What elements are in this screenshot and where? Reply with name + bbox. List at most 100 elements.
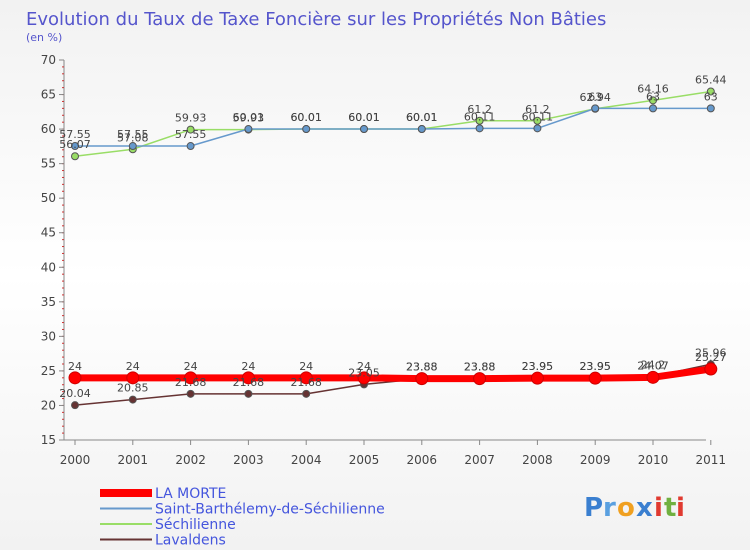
data-point	[646, 370, 660, 384]
chart-title: Evolution du Taux de Taxe Foncière sur l…	[26, 9, 606, 30]
logo-letter: i	[676, 493, 685, 523]
x-tick-label: 2007	[464, 453, 495, 467]
data-label: 23.88	[464, 361, 496, 374]
y-tick-label: 35	[41, 295, 56, 309]
data-point	[186, 389, 195, 398]
data-point	[360, 125, 368, 134]
data-label: 59.93	[175, 112, 207, 125]
data-label: 20.04	[59, 387, 91, 400]
legend-label: LA MORTE	[155, 486, 226, 502]
data-label: 60.01	[233, 111, 265, 124]
x-tick-label: 2010	[638, 453, 669, 467]
data-point	[533, 124, 542, 133]
data-point	[357, 371, 371, 385]
data-label: 21.68	[290, 376, 322, 389]
data-point	[649, 96, 657, 105]
data-point	[71, 401, 79, 410]
data-label: 60.01	[406, 111, 438, 124]
data-label: 24	[126, 360, 140, 373]
data-label: 57.55	[117, 128, 149, 141]
data-point	[706, 87, 715, 96]
x-tick-label: 2009	[580, 453, 611, 467]
data-point	[126, 371, 140, 385]
data-label: 56.07	[59, 138, 91, 151]
series-line-0	[75, 365, 712, 383]
data-label: 61.2	[467, 103, 492, 116]
data-label: 21.68	[175, 376, 207, 389]
data-labels: 24 24 24 24 24 24 23.88 23.88 23.95 23.95 24.07 25.…	[59, 74, 726, 401]
y-axis-label: (en %)	[26, 31, 62, 44]
data-label: 23.88	[406, 361, 438, 374]
data-label: 62.94	[579, 91, 611, 104]
data-label: 24	[357, 360, 371, 373]
logo-letter: r	[603, 493, 616, 523]
data-label: 57.08	[117, 131, 149, 144]
data-label: 21.68	[233, 376, 265, 389]
data-label: 23.95	[522, 360, 554, 373]
series-layer	[68, 87, 718, 410]
data-point	[128, 395, 137, 404]
x-tick-label: 2000	[60, 453, 91, 467]
y-tick-label: 25	[41, 364, 56, 378]
data-point	[299, 371, 313, 385]
x-tick-label: 2003	[233, 453, 264, 467]
data-label: 23.95	[522, 360, 554, 373]
proxiti-logo: P r o x i t i	[584, 493, 685, 523]
data-label: 60.01	[348, 111, 380, 124]
logo-letter: i	[654, 493, 663, 523]
data-point	[128, 142, 137, 151]
data-label: 23.05	[348, 366, 380, 379]
y-tick-label: 30	[41, 329, 56, 343]
data-point	[588, 371, 602, 385]
logo-letter: P	[584, 493, 603, 523]
data-point	[415, 372, 429, 386]
data-point	[706, 104, 715, 113]
data-label: 61.2	[525, 103, 550, 116]
legend-label: Lavaldens	[155, 533, 226, 549]
data-point	[530, 371, 544, 385]
data-point	[473, 372, 487, 386]
data-label: 23.95	[579, 360, 611, 373]
data-label: 60.01	[290, 111, 322, 124]
data-label: 23.88	[406, 361, 438, 374]
data-label: 24	[241, 360, 255, 373]
data-point	[186, 142, 195, 151]
data-label: 24	[299, 360, 313, 373]
data-point	[591, 104, 600, 113]
data-point	[184, 371, 198, 385]
data-label: 60.01	[348, 111, 380, 124]
data-point	[244, 125, 253, 134]
data-point	[475, 116, 484, 125]
y-tick-label: 65	[41, 88, 56, 102]
y-tick-label: 15	[41, 433, 56, 447]
x-tick-label: 2011	[696, 453, 727, 467]
y-tick-label: 45	[41, 226, 56, 240]
series-line-1	[75, 107, 711, 147]
data-point	[68, 371, 82, 385]
data-point	[244, 389, 253, 398]
y-tick-label: 70	[41, 53, 56, 67]
data-label: 23.88	[464, 361, 496, 374]
data-point	[417, 125, 426, 134]
data-label: 24.2	[641, 358, 666, 371]
data-point	[302, 389, 311, 398]
data-point	[241, 371, 255, 385]
x-tick-label: 2005	[349, 453, 380, 467]
logo-letter: o	[617, 493, 635, 523]
data-point	[475, 124, 484, 133]
legend-label: Séchilienne	[155, 517, 236, 533]
data-label: 23.95	[579, 360, 611, 373]
legend-label: Saint-Barthélemy-de-Séchilienne	[155, 502, 385, 518]
data-label: 57.55	[59, 128, 91, 141]
x-tick-label: 2006	[407, 453, 438, 467]
data-point	[704, 362, 718, 376]
data-label: 63	[588, 90, 602, 103]
data-label: 64.16	[637, 82, 669, 95]
data-label: 60.11	[522, 110, 554, 123]
x-tick-label: 2002	[175, 453, 206, 467]
data-point	[649, 104, 657, 113]
data-point	[302, 125, 311, 134]
data-label: 25.96	[695, 346, 727, 359]
